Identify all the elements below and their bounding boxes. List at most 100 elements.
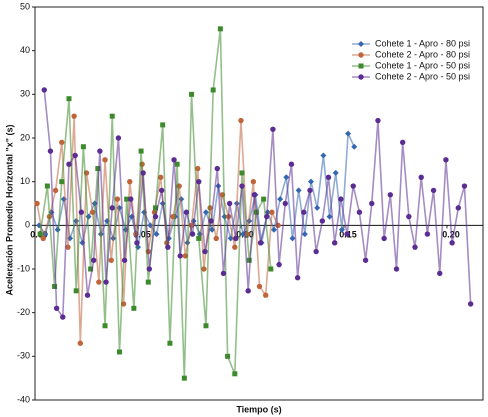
data-point <box>202 209 209 216</box>
data-point <box>467 301 474 307</box>
data-point <box>270 226 277 233</box>
data-point <box>325 174 332 180</box>
data-point <box>301 209 307 215</box>
data-point <box>196 178 202 185</box>
data-point <box>276 261 282 268</box>
y-tick-label: 30 <box>20 89 30 99</box>
data-point <box>261 196 267 202</box>
data-point <box>152 213 159 220</box>
data-point <box>53 305 60 311</box>
data-point <box>146 266 153 272</box>
data-point <box>250 178 257 185</box>
data-point <box>319 218 326 224</box>
data-point <box>189 91 195 97</box>
data-point <box>213 235 219 242</box>
y-tick-label: 10 <box>20 176 30 186</box>
data-point <box>375 117 381 124</box>
data-point <box>295 187 302 194</box>
data-point <box>47 148 54 154</box>
data-point <box>128 196 134 202</box>
data-point <box>66 161 72 167</box>
data-point <box>71 113 77 119</box>
data-point <box>95 166 101 172</box>
data-point <box>91 257 97 263</box>
data-point <box>102 323 108 329</box>
data-point <box>72 152 78 159</box>
data-point <box>40 235 46 242</box>
data-point <box>116 349 122 355</box>
x-tick-label: 0.05 <box>133 230 151 240</box>
data-point <box>245 288 251 294</box>
data-point <box>393 266 400 272</box>
data-point <box>52 283 58 289</box>
data-point <box>80 144 86 150</box>
data-point <box>233 235 239 242</box>
data-point <box>217 26 223 32</box>
data-point <box>232 371 238 377</box>
data-point <box>282 200 288 207</box>
data-point <box>239 183 245 189</box>
data-point <box>195 165 201 172</box>
data-point <box>202 248 208 255</box>
data-point <box>301 231 308 238</box>
data-point <box>203 323 209 329</box>
data-point <box>412 244 418 250</box>
legend-label: Cohete 2 - Apro - 50 psi <box>375 71 470 81</box>
data-point <box>406 213 412 220</box>
data-point <box>344 231 350 237</box>
y-tick-label: 40 <box>20 45 30 55</box>
data-point <box>174 161 180 167</box>
data-point <box>152 205 158 211</box>
data-point <box>60 314 66 320</box>
series-line <box>36 116 279 344</box>
data-point <box>461 183 468 189</box>
data-point <box>109 113 115 119</box>
data-point <box>214 165 220 172</box>
data-point <box>124 196 130 202</box>
data-point <box>140 170 146 176</box>
data-point <box>387 192 394 198</box>
data-point <box>183 209 190 215</box>
data-point <box>167 340 173 346</box>
data-point <box>356 209 363 215</box>
data-point <box>189 231 196 237</box>
data-point <box>326 213 333 220</box>
data-point <box>73 288 79 294</box>
data-point <box>160 122 166 128</box>
data-point <box>77 340 84 346</box>
data-point <box>127 178 133 185</box>
data-point <box>201 266 207 272</box>
data-point <box>88 266 94 272</box>
data-point <box>307 187 313 194</box>
y-tick-label: 50 <box>20 1 30 11</box>
legend-marker <box>358 41 364 47</box>
data-point <box>59 139 65 146</box>
data-point <box>289 235 296 242</box>
data-point <box>114 196 121 202</box>
y-tick-label: -20 <box>17 307 30 317</box>
data-point <box>232 244 238 250</box>
data-point <box>246 257 252 263</box>
data-point <box>158 187 165 194</box>
data-point <box>381 235 387 242</box>
y-tick-label: -30 <box>17 351 30 361</box>
data-point <box>66 96 72 102</box>
data-point <box>437 270 443 277</box>
data-point <box>418 174 424 180</box>
data-point <box>171 157 177 163</box>
data-point <box>103 279 109 285</box>
data-point <box>165 244 171 250</box>
data-point <box>138 148 144 154</box>
data-point <box>277 196 284 203</box>
data-point <box>345 130 352 137</box>
data-point <box>399 139 406 146</box>
series-line <box>43 89 472 320</box>
data-point <box>134 240 140 246</box>
data-point <box>131 305 137 311</box>
data-point <box>288 161 295 167</box>
data-point <box>270 126 276 132</box>
data-point <box>251 192 258 198</box>
data-point <box>262 292 269 298</box>
data-point <box>52 187 59 194</box>
